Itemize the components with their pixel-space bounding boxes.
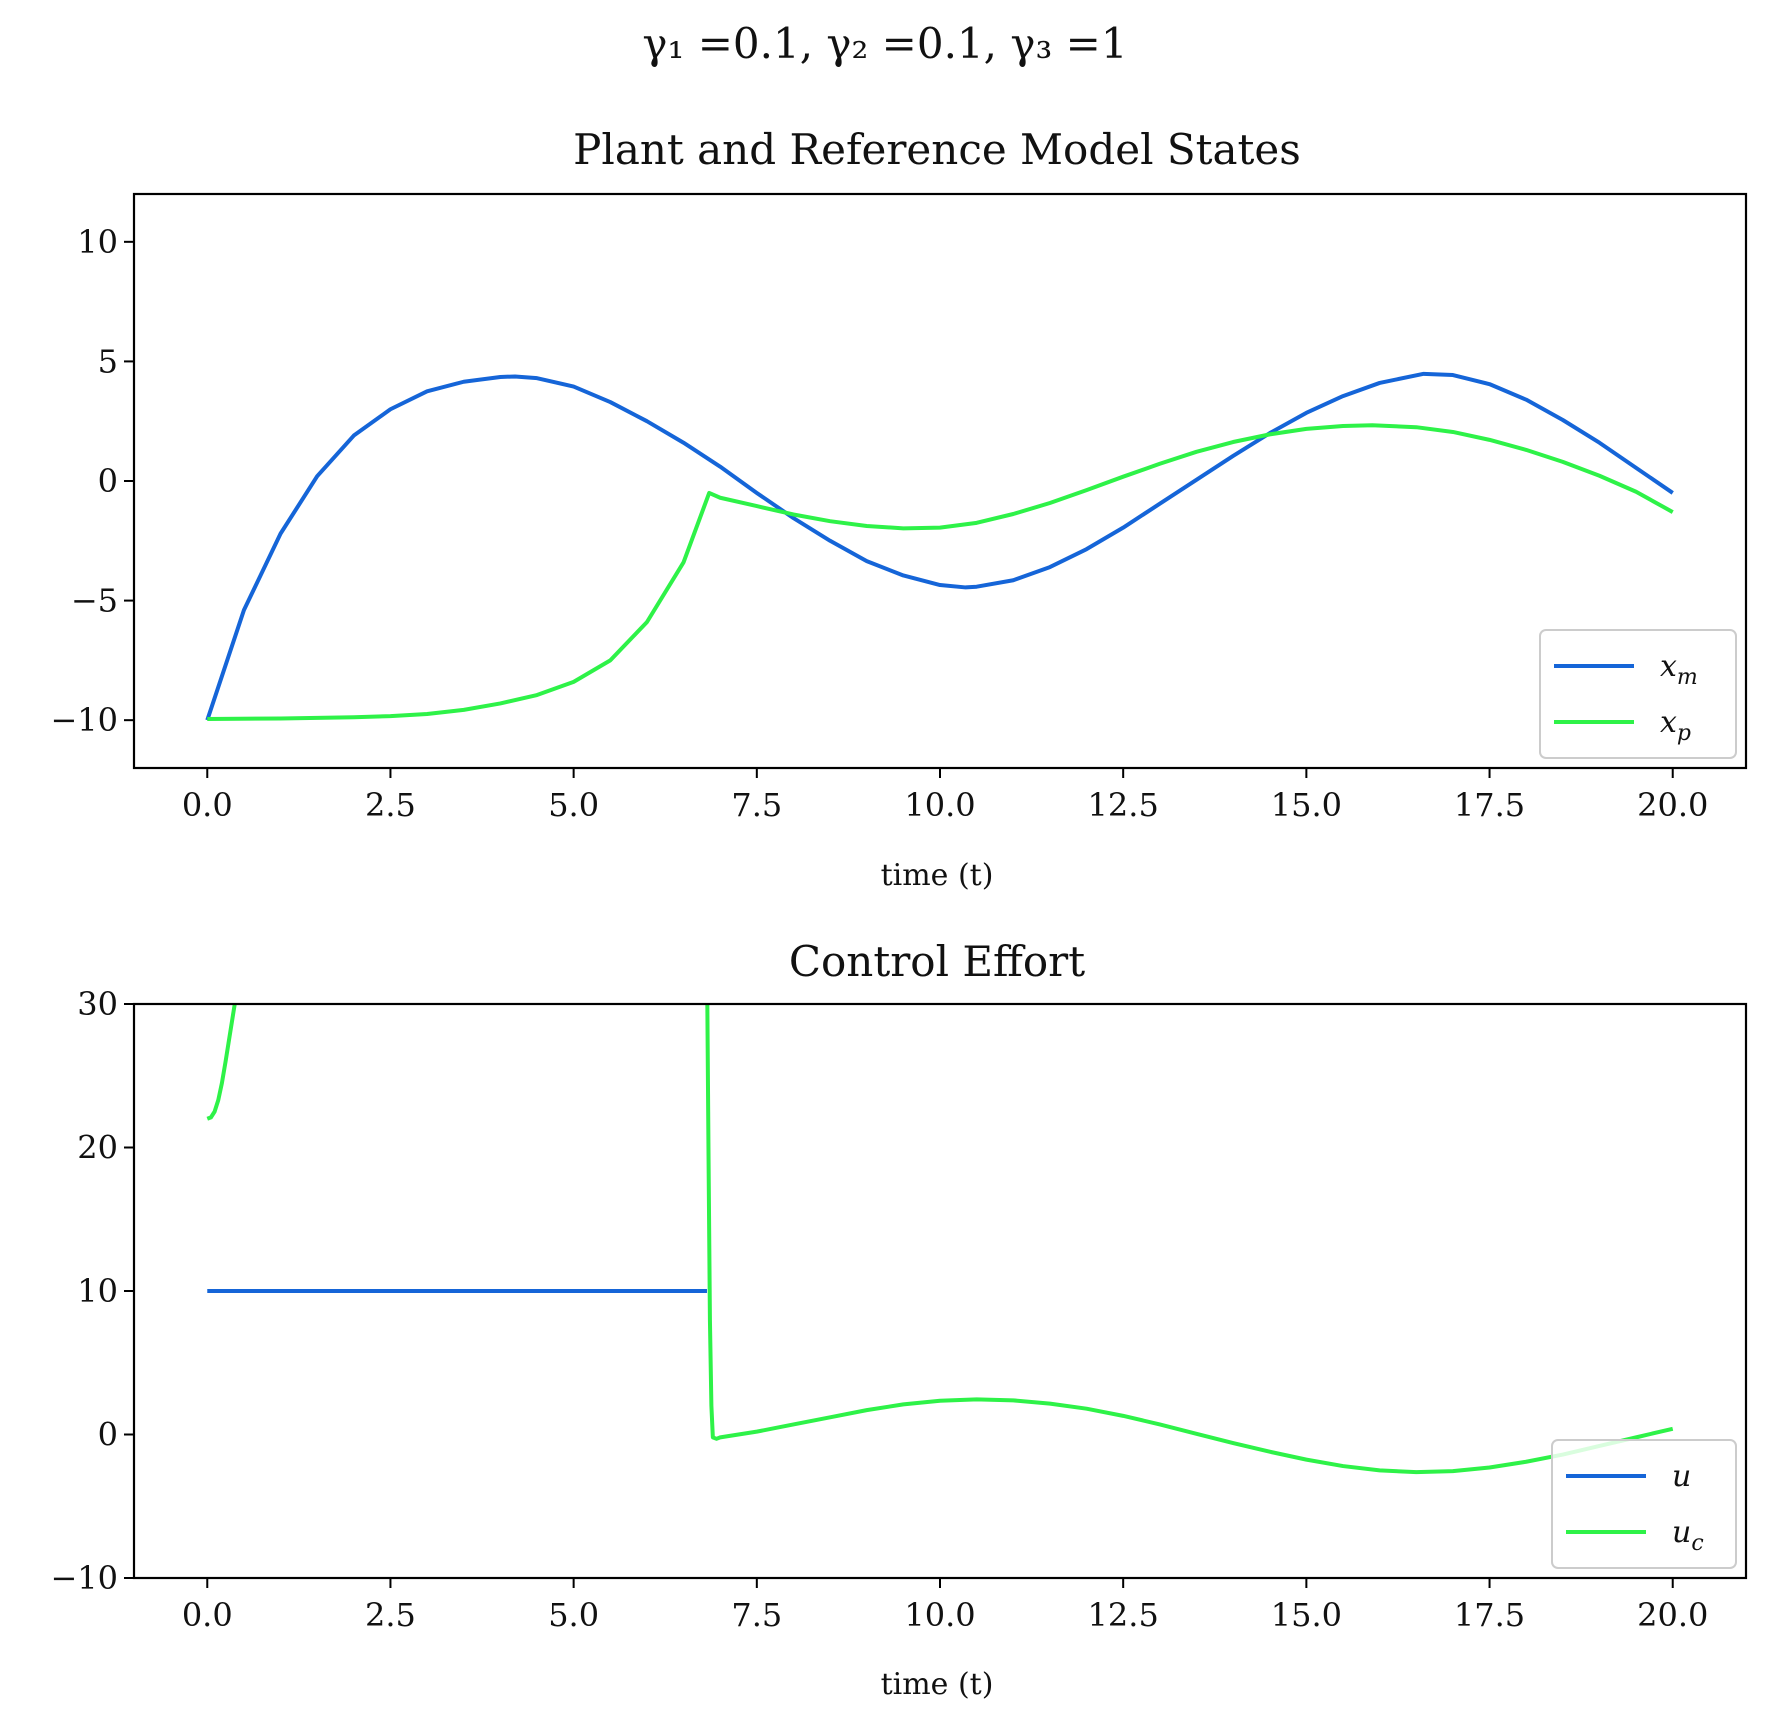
chart-states-line-xm	[205, 371, 1674, 721]
chart-control-yaxis: −10 0 10 20 30	[50, 985, 134, 1597]
chart-control-title: Control Effort	[789, 937, 1085, 986]
chart-states-ytick-label: −5	[71, 582, 118, 620]
chart-control-xtick-label: 7.5	[731, 1596, 782, 1634]
chart-states-legend: xm xp	[1539, 629, 1737, 759]
chart-control-legend-label: u	[1672, 1459, 1691, 1494]
chart-states-legend-box	[1539, 629, 1737, 759]
chart-states-legend-label: xm	[1660, 649, 1698, 690]
chart-states-xlabel: time (t)	[881, 858, 994, 893]
chart-control-ytick-label: 0	[98, 1416, 118, 1454]
chart-states-xaxis: 0.0 2.5 5.0 7.5 10.0 12.5 15.0 17.5 20.0	[182, 768, 1708, 824]
chart-states-xtick-label: 0.0	[182, 786, 233, 824]
figure-suptitle: γ₁ =0.1, γ₂ =0.1, γ₃ =1	[642, 19, 1127, 68]
chart-control-legend-label: uc	[1672, 1515, 1704, 1556]
chart-states-xtick-label: 12.5	[1088, 786, 1159, 824]
chart-states-xtick-label: 10.0	[904, 786, 975, 824]
chart-states-xtick-label: 17.5	[1454, 786, 1525, 824]
chart-control-xaxis: 0.0 2.5 5.0 7.5 10.0 12.5 15.0 17.5 20.0	[182, 1578, 1708, 1634]
chart-control: Control Effort −10 0 10 20 30 0.0 2.5 5.0 7.5 10…	[50, 937, 1748, 1702]
chart-control-line-uc	[206, 1004, 1674, 1475]
chart-control-xtick-label: 5.0	[548, 1596, 599, 1634]
chart-control-xtick-label: 10.0	[904, 1596, 975, 1634]
chart-states-series	[205, 371, 1674, 721]
chart-states: Plant and Reference Model States −10 −5 0 5…	[50, 125, 1748, 893]
chart-states-xtick-label: 5.0	[548, 786, 599, 824]
chart-states-ytick-label: 5	[98, 342, 118, 380]
chart-control-xtick-label: 17.5	[1454, 1596, 1525, 1634]
chart-control-xtick-label: 12.5	[1088, 1596, 1159, 1634]
chart-states-frame	[132, 192, 1748, 770]
chart-states-xtick-label: 2.5	[365, 786, 416, 824]
chart-control-xtick-label: 0.0	[182, 1596, 233, 1634]
chart-states-ytick-label: 0	[98, 462, 118, 500]
chart-states-yaxis: −10 −5 0 5 10	[50, 223, 134, 739]
chart-control-series	[206, 1004, 1674, 1475]
chart-states-line-xp	[207, 423, 1674, 721]
chart-control-xtick-label: 20.0	[1637, 1596, 1708, 1634]
chart-control-ytick-label: 30	[77, 985, 118, 1023]
chart-states-legend-label: xp	[1660, 705, 1691, 746]
chart-control-legend-box	[1551, 1439, 1737, 1569]
chart-states-xtick-label: 15.0	[1271, 786, 1342, 824]
chart-control-xlabel: time (t)	[881, 1667, 994, 1702]
chart-states-ytick-label: 10	[77, 223, 118, 261]
chart-states-xtick-label: 20.0	[1637, 786, 1708, 824]
chart-control-legend: u uc	[1551, 1439, 1737, 1569]
chart-control-xtick-label: 15.0	[1271, 1596, 1342, 1634]
chart-states-title: Plant and Reference Model States	[573, 125, 1301, 174]
chart-control-xtick-label: 2.5	[365, 1596, 416, 1634]
chart-control-ytick-label: −10	[50, 1559, 118, 1597]
chart-states-xtick-label: 7.5	[731, 786, 782, 824]
chart-control-ytick-label: 20	[77, 1129, 118, 1167]
chart-control-ytick-label: 10	[77, 1272, 118, 1310]
chart-states-ytick-label: −10	[50, 701, 118, 739]
